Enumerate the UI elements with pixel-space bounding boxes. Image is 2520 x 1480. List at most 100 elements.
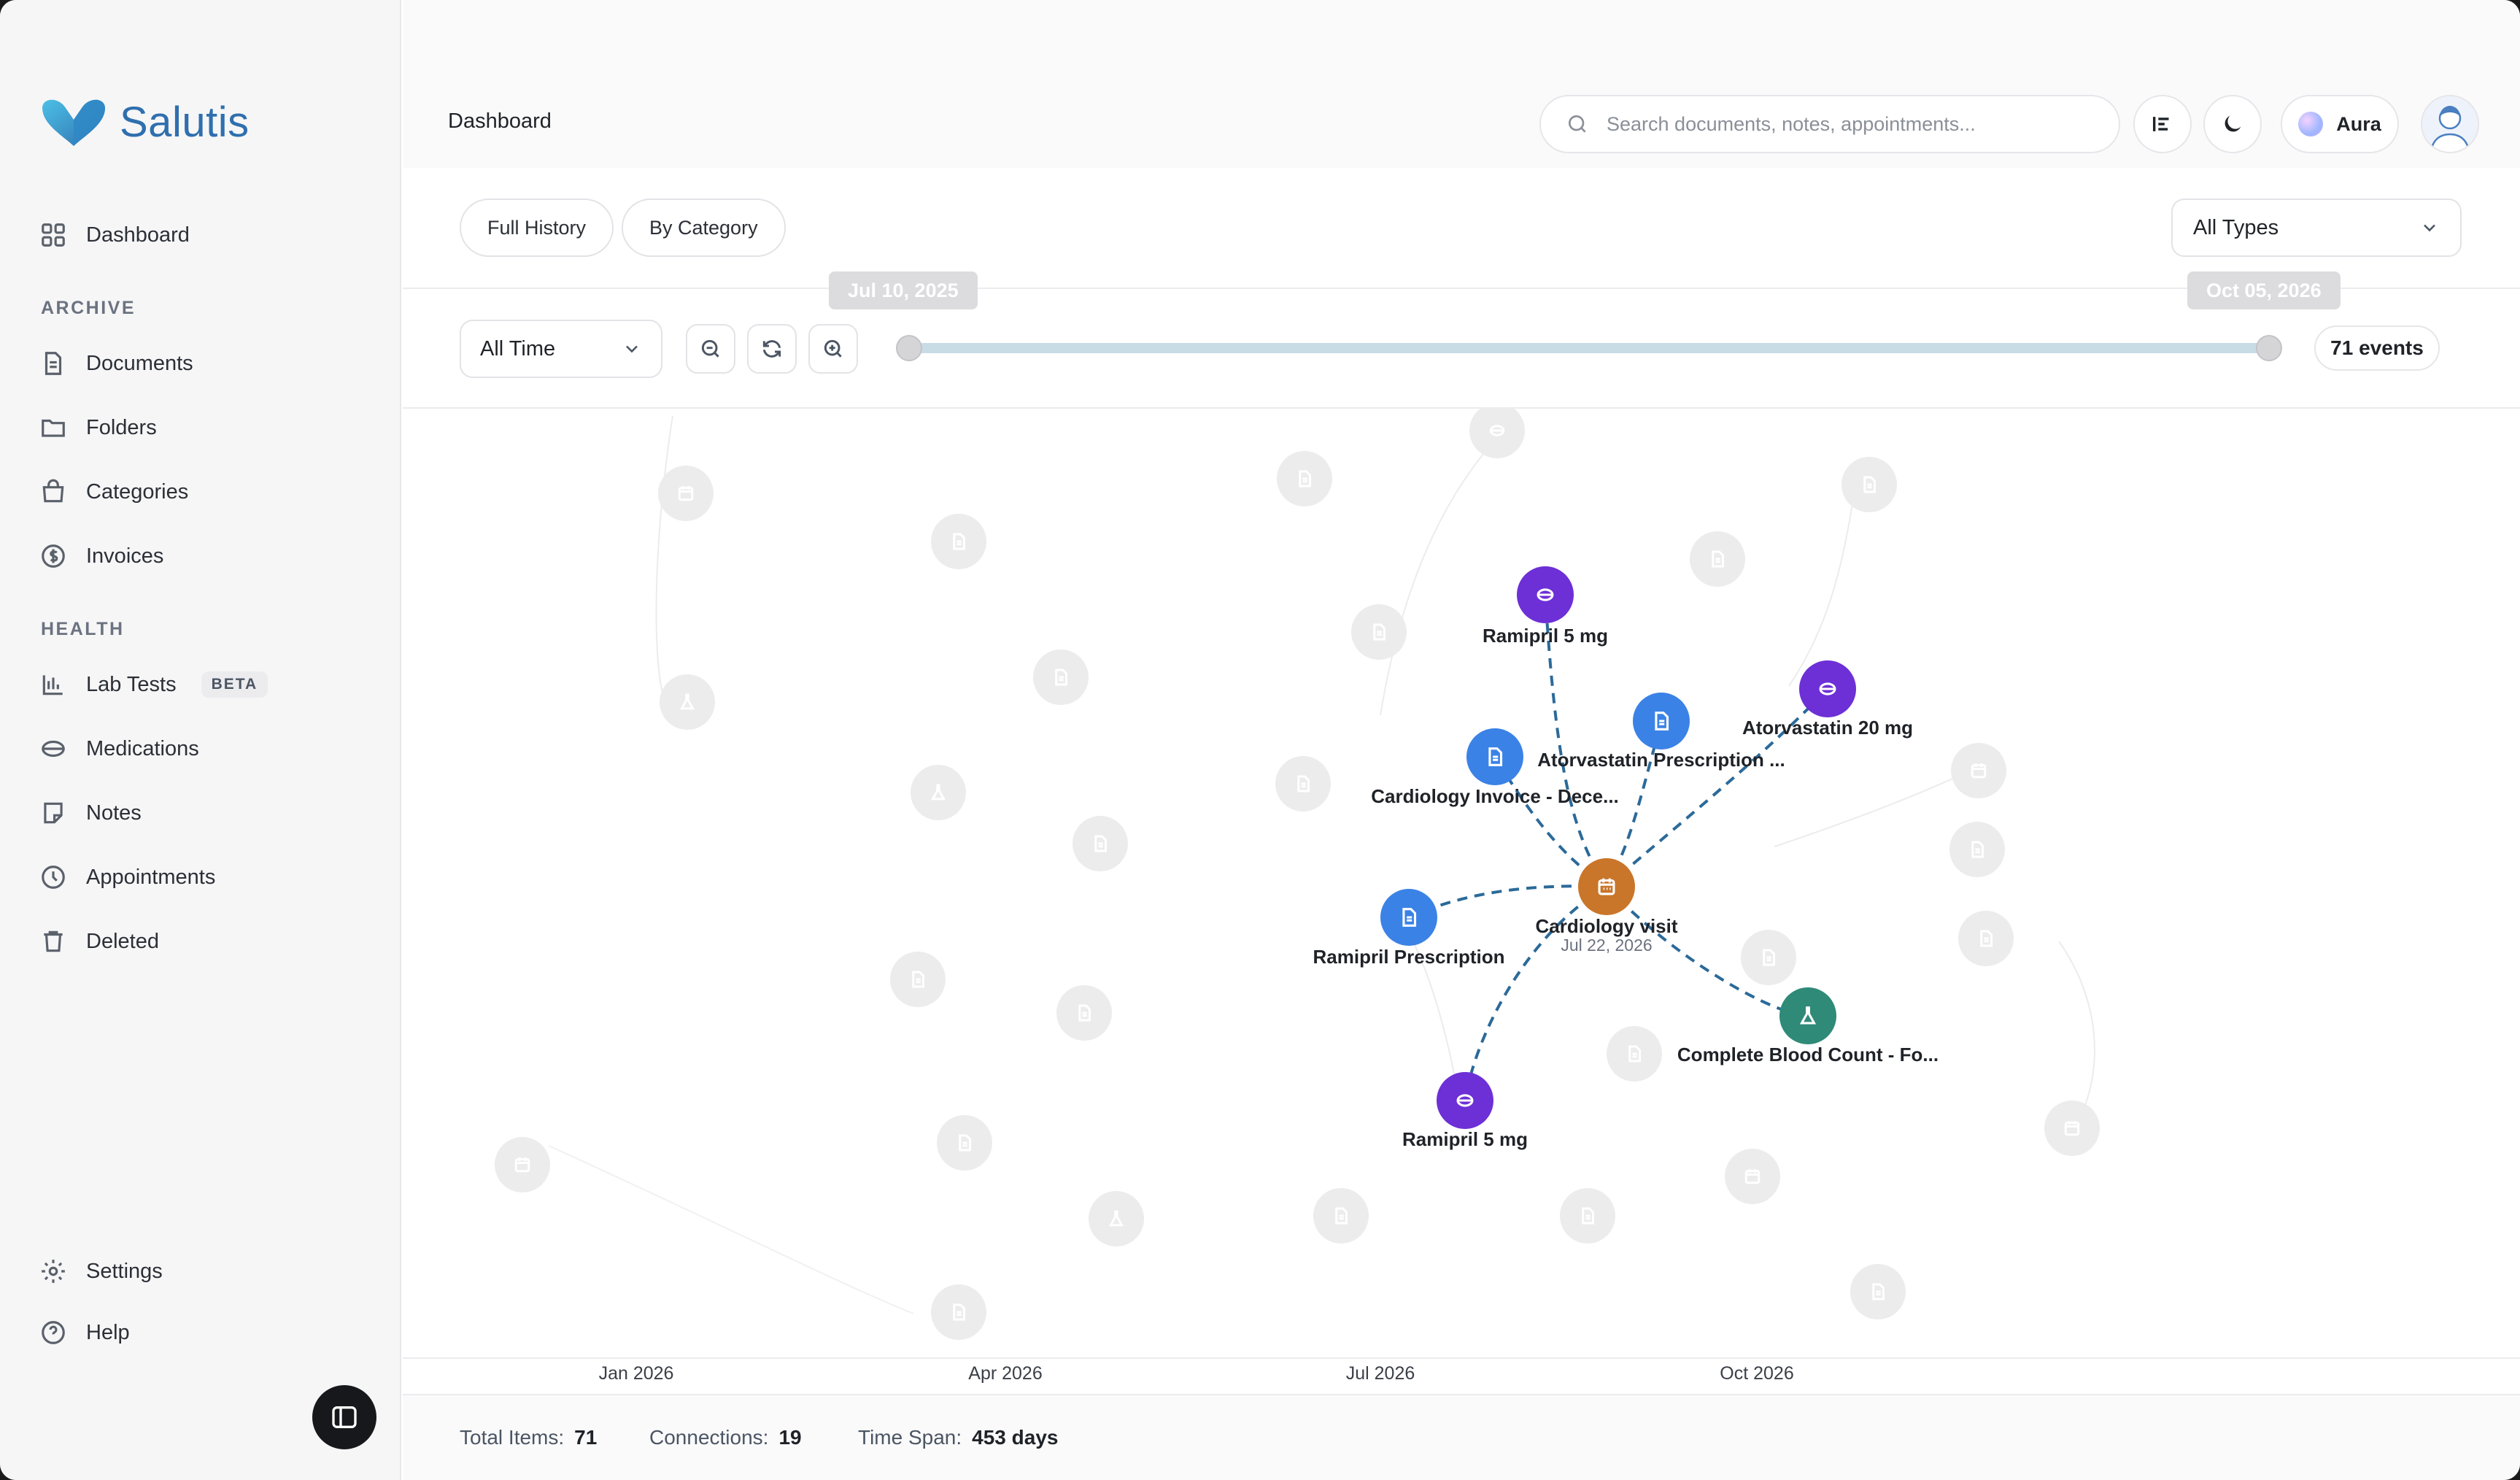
range-start-handle[interactable] bbox=[896, 335, 922, 361]
divider bbox=[403, 407, 2520, 409]
by-category-button[interactable]: By Category bbox=[622, 199, 786, 257]
ghost-node[interactable] bbox=[1741, 930, 1796, 985]
ghost-node[interactable] bbox=[1951, 743, 2006, 798]
search-icon bbox=[1569, 115, 1586, 133]
sidebar-item-help[interactable]: Help bbox=[39, 1311, 130, 1354]
reset-zoom-button[interactable] bbox=[747, 324, 797, 374]
graph-edges bbox=[548, 415, 2095, 1314]
calendar-icon bbox=[1598, 878, 1615, 895]
ghost-node[interactable] bbox=[1850, 1264, 1906, 1319]
sidebar-item-label: Help bbox=[86, 1320, 130, 1344]
document-node[interactable] bbox=[1466, 728, 1523, 785]
zoom-out-button[interactable] bbox=[686, 324, 735, 374]
ghost-node[interactable] bbox=[660, 674, 715, 730]
connections-stat: Connections: 19 bbox=[649, 1426, 802, 1449]
ghost-node[interactable] bbox=[1089, 1191, 1144, 1246]
moon-icon bbox=[2225, 115, 2241, 132]
range-end-handle[interactable] bbox=[2256, 335, 2282, 361]
total-items-stat: Total Items: 71 bbox=[460, 1426, 597, 1449]
ghost-node[interactable] bbox=[1949, 822, 2005, 877]
zoom-in-button[interactable] bbox=[808, 324, 858, 374]
app-logo[interactable]: Salutis bbox=[36, 95, 250, 149]
ghost-node[interactable] bbox=[495, 1137, 550, 1192]
sidebar-item-label: Invoices bbox=[86, 544, 164, 568]
sidebar-item-categories[interactable]: Categories bbox=[39, 470, 188, 514]
sidebar-item-notes[interactable]: Notes bbox=[39, 791, 142, 835]
lab-test-node[interactable] bbox=[1779, 987, 1836, 1044]
user-avatar[interactable] bbox=[2421, 95, 2479, 153]
app-name: Salutis bbox=[120, 98, 250, 146]
ghost-node[interactable] bbox=[1958, 911, 2014, 966]
medication-node[interactable] bbox=[1517, 566, 1574, 623]
aura-button[interactable]: Aura bbox=[2281, 95, 2399, 153]
full-history-button[interactable]: Full History bbox=[460, 199, 614, 257]
sidebar-item-medications[interactable]: Medications bbox=[39, 727, 199, 771]
relationship-graph[interactable]: Ramipril 5 mg Atorvastatin Prescription … bbox=[403, 409, 2520, 1394]
appointment-node[interactable] bbox=[1578, 858, 1635, 915]
sidebar-item-lab-tests[interactable]: Lab Tests BETA bbox=[39, 663, 268, 706]
sidebar-toggle-button[interactable] bbox=[312, 1385, 376, 1449]
ghost-node[interactable] bbox=[1277, 451, 1332, 506]
document-node[interactable] bbox=[1633, 693, 1690, 749]
pill-icon bbox=[1819, 682, 1836, 695]
stat-label: Time Span: bbox=[858, 1426, 962, 1449]
ghost-node[interactable] bbox=[911, 765, 966, 820]
node-label: Atorvastatin 20 mg bbox=[1742, 717, 1914, 739]
folder-icon bbox=[42, 419, 65, 437]
chevron-down-icon bbox=[2424, 224, 2435, 232]
sidebar-item-label: Notes bbox=[86, 801, 142, 825]
sidebar-item-label: Appointments bbox=[86, 865, 216, 889]
node-label: Cardiology Invoice - Dece... bbox=[1371, 785, 1619, 807]
ghost-node[interactable] bbox=[931, 1284, 986, 1340]
node-label: Atorvastatin Prescription ... bbox=[1537, 749, 1785, 771]
type-filter-select[interactable]: All Types bbox=[2171, 199, 2462, 257]
sidebar-item-deleted[interactable]: Deleted bbox=[39, 920, 159, 963]
node-date: Jul 22, 2026 bbox=[1561, 936, 1653, 955]
ghost-node[interactable] bbox=[1841, 457, 1897, 512]
time-range-select[interactable]: All Time bbox=[460, 320, 662, 378]
ghost-node[interactable] bbox=[931, 514, 986, 569]
aura-label: Aura bbox=[2336, 112, 2381, 135]
ghost-node[interactable] bbox=[1560, 1188, 1615, 1244]
ghost-node[interactable] bbox=[1072, 816, 1128, 871]
range-end-tooltip: Oct 05, 2026 bbox=[2187, 271, 2341, 309]
node-label: Ramipril Prescription bbox=[1313, 946, 1505, 968]
ghost-node[interactable] bbox=[1313, 1188, 1369, 1244]
sidebar-item-invoices[interactable]: Invoices bbox=[39, 534, 163, 578]
ghost-node[interactable] bbox=[937, 1115, 992, 1171]
trash-icon bbox=[44, 930, 63, 952]
medication-node[interactable] bbox=[1799, 660, 1856, 717]
ghost-node[interactable] bbox=[658, 466, 714, 521]
search-bar[interactable] bbox=[1539, 95, 2120, 153]
document-node[interactable] bbox=[1380, 889, 1437, 946]
ghost-node[interactable] bbox=[1725, 1149, 1780, 1204]
medication-node[interactable] bbox=[1437, 1072, 1493, 1129]
sidebar-item-folders[interactable]: Folders bbox=[39, 406, 157, 450]
timeline-view-button[interactable] bbox=[2133, 95, 2192, 153]
ghost-node[interactable] bbox=[1275, 756, 1331, 812]
sidebar-item-appointments[interactable]: Appointments bbox=[39, 855, 215, 899]
sidebar-item-settings[interactable]: Settings bbox=[39, 1249, 163, 1293]
search-input[interactable] bbox=[1607, 112, 2088, 136]
ghost-node[interactable] bbox=[1351, 604, 1407, 660]
range-start-tooltip: Jul 10, 2025 bbox=[829, 271, 978, 309]
dark-mode-toggle[interactable] bbox=[2203, 95, 2262, 153]
sidebar-item-documents[interactable]: Documents bbox=[39, 342, 193, 385]
flask-icon bbox=[1799, 1006, 1817, 1025]
aura-orb-icon bbox=[2298, 112, 2324, 136]
ghost-node[interactable] bbox=[1690, 531, 1745, 587]
ghost-node[interactable] bbox=[1056, 985, 1112, 1041]
bag-icon bbox=[42, 479, 64, 503]
ghost-node[interactable] bbox=[890, 952, 946, 1007]
stat-label: Connections: bbox=[649, 1426, 769, 1449]
ghost-node[interactable] bbox=[2044, 1101, 2100, 1156]
ghost-node[interactable] bbox=[1033, 650, 1089, 705]
sidebar-item-dashboard[interactable]: Dashboard bbox=[39, 213, 190, 257]
status-footer bbox=[403, 1394, 2520, 1480]
date-range-slider[interactable] bbox=[908, 343, 2270, 353]
ghost-node[interactable] bbox=[1607, 1026, 1662, 1082]
ghost-node[interactable] bbox=[1469, 409, 1525, 458]
sidebar-item-label: Categories bbox=[86, 479, 189, 504]
sidebar: Salutis Dashboard ARCHIVE Documents Fold… bbox=[0, 0, 401, 1480]
pill-icon bbox=[1456, 1094, 1474, 1107]
